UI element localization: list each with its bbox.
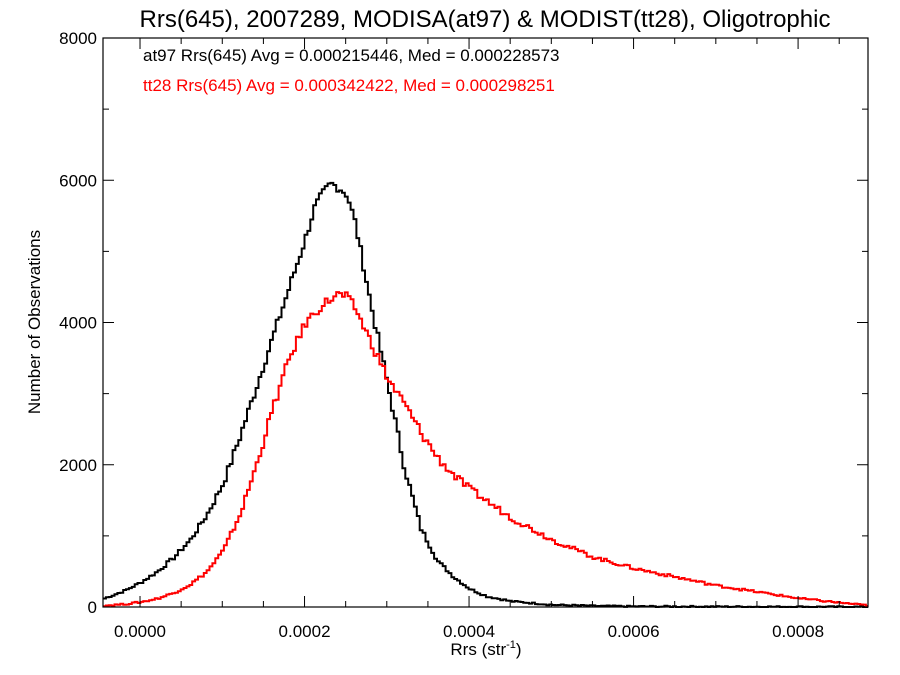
x-tick-label: 0.0004 — [443, 622, 495, 641]
chart-title: Rrs(645), 2007289, MODISA(at97) & MODIST… — [140, 6, 831, 33]
x-axis-label-superscript: -1 — [506, 639, 516, 651]
x-axis-label: Rrs (str-1) — [450, 639, 521, 659]
x-axis-label-tail: ) — [516, 640, 522, 659]
y-tick-label: 0 — [88, 598, 97, 617]
annotation-at97: at97 Rrs(645) Avg = 0.000215446, Med = 0… — [143, 46, 560, 65]
y-axis-label: Number of Observations — [25, 230, 44, 414]
annotation-tt28: tt28 Rrs(645) Avg = 0.000342422, Med = 0… — [143, 76, 555, 95]
y-tick-label: 6000 — [59, 171, 97, 190]
x-tick-label: 0.0006 — [608, 622, 660, 641]
x-tick-label: 0.0002 — [279, 622, 331, 641]
x-axis-label-main: Rrs (str — [450, 640, 506, 659]
y-tick-label: 2000 — [59, 456, 97, 475]
series-layer — [103, 181, 868, 608]
y-tick-label: 4000 — [59, 314, 97, 333]
series-line-tt28 — [103, 291, 868, 608]
y-tick-label: 8000 — [59, 29, 97, 48]
ticks-layer: 0.0000 0.0002 0.0004 0.0006 0.0008 0 2000 4000 6… — [59, 29, 868, 641]
plot-frame — [102, 37, 869, 608]
plot-area: 0.0000 0.0002 0.0004 0.0006 0.0008 0 2000 4000 6… — [59, 29, 869, 641]
x-tick-label: 0.0000 — [114, 622, 166, 641]
x-tick-label: 0.0008 — [772, 622, 824, 641]
series-line-at97 — [103, 181, 868, 608]
